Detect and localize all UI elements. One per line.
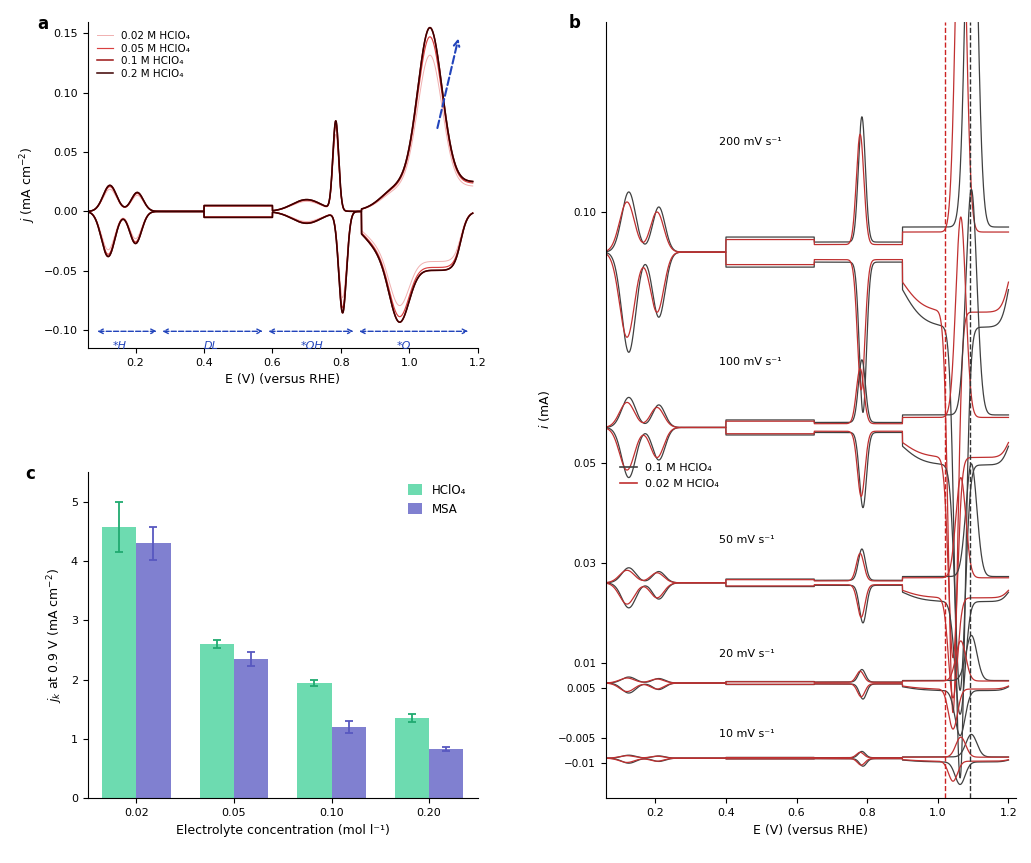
Text: 100 mV s⁻¹: 100 mV s⁻¹ — [719, 357, 781, 368]
0.1 M HClO₄ — [436, 82, 448, 92]
0.2 M HClO₄ — [466, 176, 478, 186]
0.1 M HClO₄ — [265, 200, 277, 211]
Text: 200 mV s⁻¹: 200 mV s⁻¹ — [719, 137, 781, 147]
Y-axis label: $i$ (mA): $i$ (mA) — [537, 390, 553, 430]
0.2 M HClO₄ — [246, 200, 259, 211]
Bar — [395, 718, 429, 798]
0.02 M HClO₄ — [198, 206, 210, 217]
0.02 M HClO₄ — [246, 201, 259, 211]
X-axis label: E (V) (versus RHE): E (V) (versus RHE) — [225, 373, 340, 387]
0.2 M HClO₄ — [243, 200, 256, 211]
X-axis label: E (V) (versus RHE): E (V) (versus RHE) — [754, 823, 868, 836]
0.05 M HClO₄ — [198, 206, 210, 217]
0.05 M HClO₄ — [424, 32, 436, 42]
0.2 M HClO₄ — [455, 171, 467, 181]
X-axis label: Electrolyte concentration (mol l⁻¹): Electrolyte concentration (mol l⁻¹) — [176, 823, 390, 836]
0.2 M HClO₄ — [424, 22, 436, 33]
Bar — [234, 658, 268, 798]
0.02 M HClO₄ — [436, 101, 448, 111]
0.2 M HClO₄ — [436, 82, 448, 92]
Text: DL: DL — [203, 341, 219, 350]
Text: a: a — [37, 15, 48, 33]
Bar — [429, 749, 463, 798]
Line: 0.1 M HClO₄: 0.1 M HClO₄ — [88, 28, 472, 211]
Bar — [200, 644, 234, 798]
0.1 M HClO₄ — [243, 200, 256, 211]
0.05 M HClO₄ — [243, 200, 256, 211]
Bar — [297, 683, 332, 798]
Text: 20 mV s⁻¹: 20 mV s⁻¹ — [719, 649, 774, 659]
0.02 M HClO₄ — [361, 202, 373, 212]
0.05 M HClO₄ — [81, 206, 94, 217]
Text: *H: *H — [113, 341, 127, 350]
Bar — [136, 543, 170, 798]
Y-axis label: $j$ (mA cm$^{-2}$): $j$ (mA cm$^{-2}$) — [19, 147, 38, 223]
Text: *OH: *OH — [300, 341, 323, 350]
0.02 M HClO₄ — [466, 181, 478, 192]
Line: 0.2 M HClO₄: 0.2 M HClO₄ — [88, 28, 472, 211]
Text: c: c — [25, 465, 35, 483]
0.1 M HClO₄ — [466, 176, 478, 186]
Text: 10 mV s⁻¹: 10 mV s⁻¹ — [719, 728, 774, 739]
Bar — [102, 527, 136, 798]
0.1 M HClO₄ — [424, 22, 436, 33]
0.2 M HClO₄ — [361, 202, 373, 212]
0.1 M HClO₄ — [361, 202, 373, 212]
0.02 M HClO₄ — [81, 206, 94, 217]
0.1 M HClO₄ — [455, 171, 467, 181]
0.2 M HClO₄ — [81, 206, 94, 217]
0.1 M HClO₄ — [246, 200, 259, 211]
0.1 M HClO₄ — [81, 206, 94, 217]
0.02 M HClO₄ — [265, 201, 277, 211]
Line: 0.02 M HClO₄: 0.02 M HClO₄ — [88, 55, 472, 211]
0.05 M HClO₄ — [361, 202, 373, 212]
0.2 M HClO₄ — [265, 200, 277, 211]
Legend: 0.02 M HClO₄, 0.05 M HClO₄, 0.1 M HClO₄, 0.2 M HClO₄: 0.02 M HClO₄, 0.05 M HClO₄, 0.1 M HClO₄,… — [93, 27, 194, 83]
0.1 M HClO₄ — [198, 206, 210, 217]
Legend: 0.1 M HClO₄, 0.02 M HClO₄: 0.1 M HClO₄, 0.02 M HClO₄ — [616, 459, 724, 493]
Text: 50 mV s⁻¹: 50 mV s⁻¹ — [719, 535, 774, 545]
0.05 M HClO₄ — [455, 173, 467, 183]
0.2 M HClO₄ — [198, 206, 210, 217]
0.02 M HClO₄ — [424, 50, 436, 60]
0.05 M HClO₄ — [466, 178, 478, 188]
Y-axis label: $j_k$ at 0.9 V (mA cm$^{-2}$): $j_k$ at 0.9 V (mA cm$^{-2}$) — [45, 568, 65, 702]
0.02 M HClO₄ — [455, 176, 467, 186]
Text: b: b — [569, 14, 580, 32]
Line: 0.05 M HClO₄: 0.05 M HClO₄ — [88, 37, 472, 211]
0.05 M HClO₄ — [265, 200, 277, 211]
0.02 M HClO₄ — [243, 201, 256, 211]
Text: *O: *O — [397, 341, 411, 350]
Legend: HClO₄, MSA: HClO₄, MSA — [402, 478, 472, 521]
0.05 M HClO₄ — [436, 88, 448, 98]
Bar — [332, 727, 366, 798]
0.05 M HClO₄ — [246, 200, 259, 211]
